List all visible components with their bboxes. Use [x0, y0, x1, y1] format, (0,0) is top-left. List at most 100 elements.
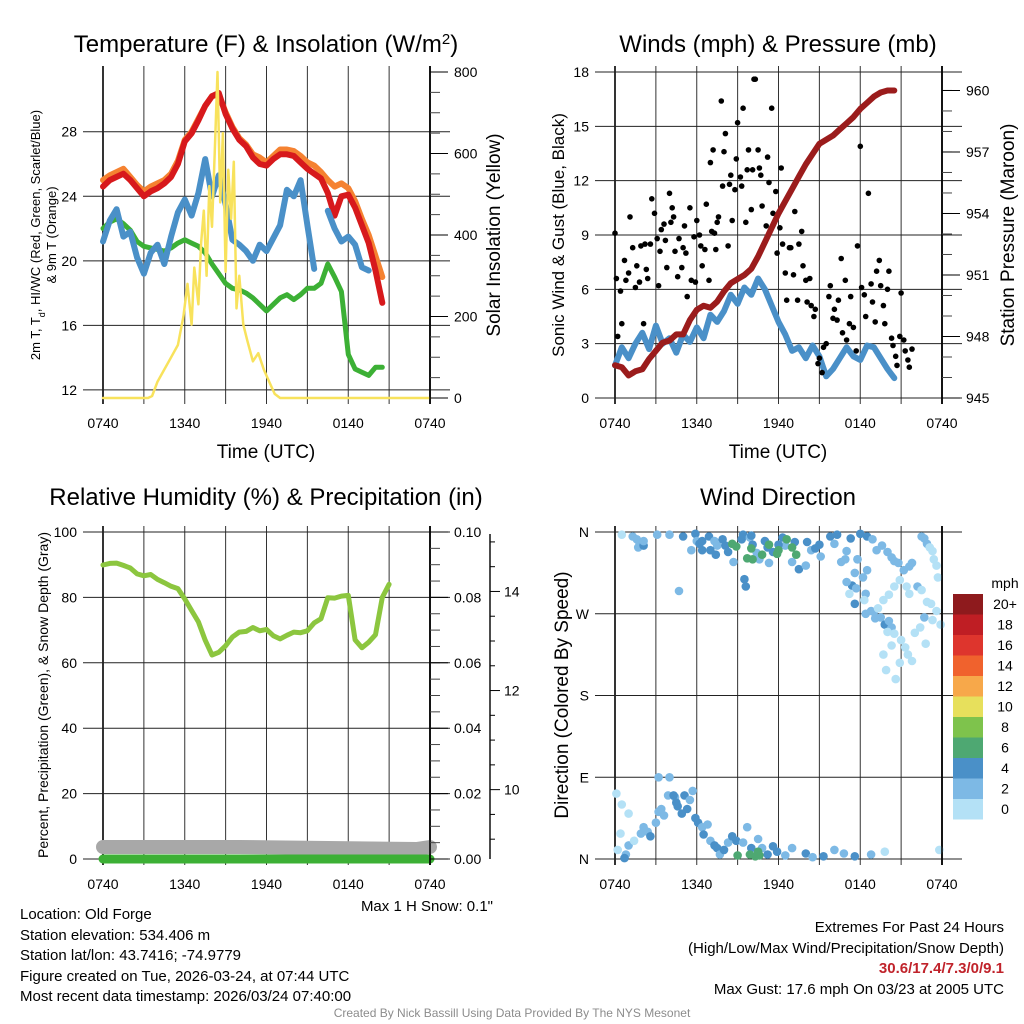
y-tick-label: N — [579, 524, 589, 540]
gust-point — [884, 286, 891, 293]
series-dew-point — [100, 216, 385, 378]
right-tick-label: 957 — [966, 144, 990, 160]
direction-point — [665, 773, 674, 782]
gust-point — [636, 279, 643, 285]
gust-point — [617, 288, 624, 294]
gust-point — [862, 313, 869, 320]
gust-point — [768, 105, 775, 111]
gust-point — [890, 342, 896, 349]
direction-point — [910, 628, 920, 638]
y-tick-label: S — [580, 688, 589, 704]
direction-point — [845, 589, 854, 599]
x-tick-label: 0740 — [87, 876, 118, 892]
gust-point — [763, 223, 769, 229]
direction-point — [887, 641, 896, 650]
extremes-heading: Extremes For Past 24 Hours — [814, 919, 1004, 936]
legend-label: 4 — [1001, 760, 1009, 776]
winds-axes: 0740 1340 1940 0140 0740 0 3 6 9 12 15 18 945 948 951 9… — [573, 64, 989, 431]
direction-point — [907, 558, 917, 568]
gust-point — [614, 333, 621, 340]
gust-point — [619, 320, 625, 327]
direction-point — [880, 847, 890, 856]
legend-label: 0 — [1001, 801, 1009, 817]
direction-point — [860, 595, 869, 605]
direction-point — [678, 532, 688, 541]
direction-point — [697, 545, 707, 555]
y-tick-label: 12 — [61, 382, 77, 398]
y-tick-label: 6 — [581, 281, 589, 297]
direction-point — [781, 851, 790, 860]
y-tick-label: 20 — [61, 253, 77, 269]
direction-point — [850, 568, 860, 578]
right-tick-label: 400 — [454, 227, 478, 243]
direction-point — [846, 534, 855, 543]
direction-point — [853, 555, 862, 564]
gust-point — [798, 228, 805, 235]
gust-point — [800, 263, 806, 269]
extremes-values: 30.6/17.4/7.3/0/9.1 — [878, 960, 1004, 977]
gust-point — [738, 183, 745, 189]
ylabel-sub-d: d — [37, 312, 47, 317]
gust-point — [905, 357, 911, 363]
direction-point — [723, 838, 733, 847]
credit-text: Created By Nick Bassill Using Data Provi… — [333, 1006, 691, 1020]
gust-point — [642, 241, 648, 247]
right-tick-label: 0.10 — [454, 524, 481, 540]
gust-point — [764, 154, 771, 160]
direction-point — [903, 650, 913, 659]
direction-point — [682, 804, 692, 814]
y-tick-label: 40 — [61, 720, 77, 736]
direction-point — [896, 635, 906, 645]
y-tick-label: 18 — [573, 64, 589, 80]
gust-point — [783, 297, 790, 304]
direction-point — [895, 575, 905, 585]
legend-label: 6 — [1001, 740, 1009, 756]
direction-point — [772, 549, 782, 559]
direction-point — [747, 544, 756, 553]
direction-point — [873, 604, 883, 613]
gust-point — [858, 284, 865, 291]
direction-point — [753, 834, 763, 844]
gust-point — [721, 148, 727, 155]
gust-point — [634, 263, 640, 269]
max-gust-text: Max Gust: 17.6 mph On 03/23 at 2005 UTC — [713, 980, 1004, 998]
x-tick-label: 0740 — [599, 876, 630, 892]
direction-point — [850, 852, 860, 861]
y-tick-label: 100 — [54, 524, 78, 540]
elevation-text: Station elevation: 534.406 m — [20, 926, 211, 944]
y-tick-label: W — [576, 606, 590, 622]
direction-point — [620, 853, 629, 863]
gust-point — [892, 353, 899, 360]
y-tick-label: 3 — [581, 336, 589, 352]
x-tick-label: 0140 — [333, 876, 364, 892]
temperature-title-sup: 2 — [442, 31, 450, 48]
gust-point — [865, 190, 872, 197]
right-tick-label: 954 — [966, 205, 990, 221]
direction-point — [691, 529, 700, 539]
gust-point — [872, 319, 878, 325]
humidity-grid — [83, 526, 450, 865]
gust-point — [770, 210, 776, 217]
gust-point — [758, 172, 764, 178]
x-tick-label: 0740 — [926, 876, 957, 892]
gust-point — [728, 172, 734, 178]
direction-point — [737, 535, 746, 544]
gust-point — [906, 364, 913, 371]
direction-point — [894, 558, 903, 568]
y-tick-label: 0 — [69, 851, 77, 867]
direction-point — [782, 535, 791, 544]
direction-title: Wind Direction — [700, 484, 856, 511]
x-tick-label: 0740 — [926, 415, 957, 431]
direction-point — [884, 590, 894, 599]
gust-point — [696, 232, 703, 238]
direction-grid — [595, 526, 962, 865]
gust-point — [857, 143, 864, 150]
gust-point — [681, 223, 688, 229]
gust-point — [737, 174, 744, 180]
series-hi-wc — [100, 156, 372, 277]
gust-point — [788, 244, 794, 251]
gust-point — [692, 279, 699, 285]
gust-point — [710, 147, 716, 153]
winds-ylabel-right: Station Pressure (Maroon) — [998, 124, 1019, 347]
gust-point — [873, 268, 880, 275]
